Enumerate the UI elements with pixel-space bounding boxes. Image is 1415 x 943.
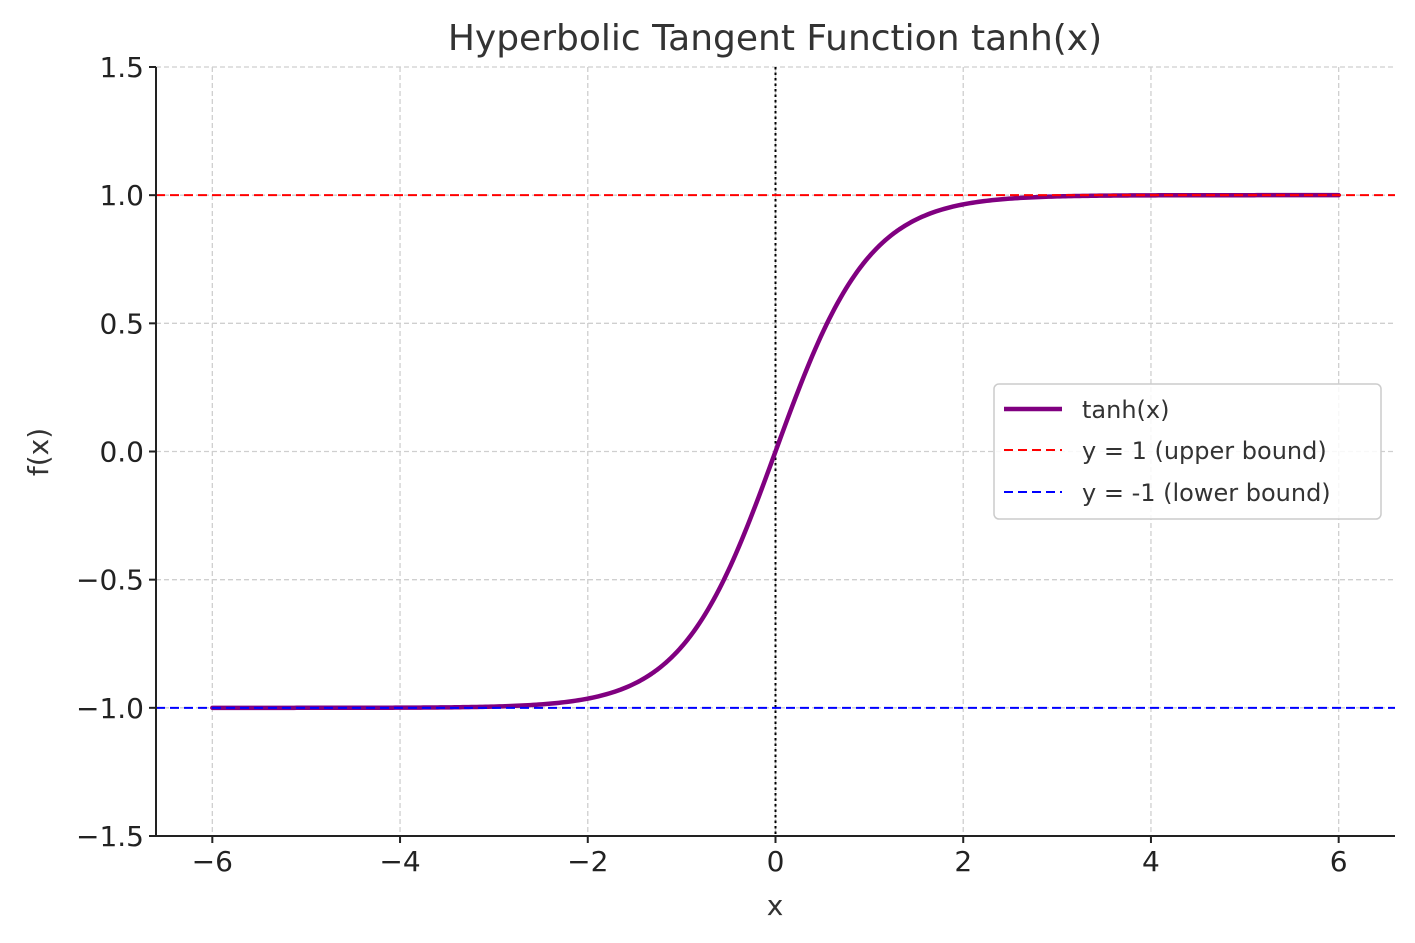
y-axis-label: f(x) — [22, 428, 55, 476]
legend-label-upper-bound: y = 1 (upper bound) — [1082, 437, 1327, 465]
y-tick-label: −1.5 — [76, 820, 144, 853]
y-tick-label: −0.5 — [76, 564, 144, 597]
y-tick-label: −1.0 — [76, 692, 144, 725]
x-tick-label: 6 — [1330, 845, 1348, 878]
legend: tanh(x) y = 1 (upper bound) y = -1 (lowe… — [993, 383, 1382, 520]
y-tick-label: 1.5 — [99, 51, 144, 84]
legend-label-tanh: tanh(x) — [1082, 396, 1169, 424]
legend-label-lower-bound: y = -1 (lower bound) — [1082, 479, 1331, 507]
x-tick-label: 0 — [767, 845, 785, 878]
chart-title: Hyperbolic Tangent Function tanh(x) — [448, 18, 1102, 59]
y-tick-label: 1.0 — [99, 179, 144, 212]
x-tick-label: −4 — [379, 845, 420, 878]
ticks: −6 −4 −2 0 2 4 6 −1.5 −1.0 −0.5 0.0 0.5 1.0 1.5 — [76, 51, 1348, 878]
series — [156, 192, 1395, 711]
y-tick-label: 0.5 — [99, 307, 144, 340]
legend-frame — [993, 383, 1382, 520]
x-tick-label: −6 — [192, 845, 233, 878]
x-tick-label: 2 — [954, 845, 972, 878]
y-tick-label: 0.0 — [99, 436, 144, 469]
x-axis-label: x — [767, 889, 784, 922]
x-tick-label: −2 — [567, 845, 608, 878]
x-tick-label: 4 — [1142, 845, 1160, 878]
